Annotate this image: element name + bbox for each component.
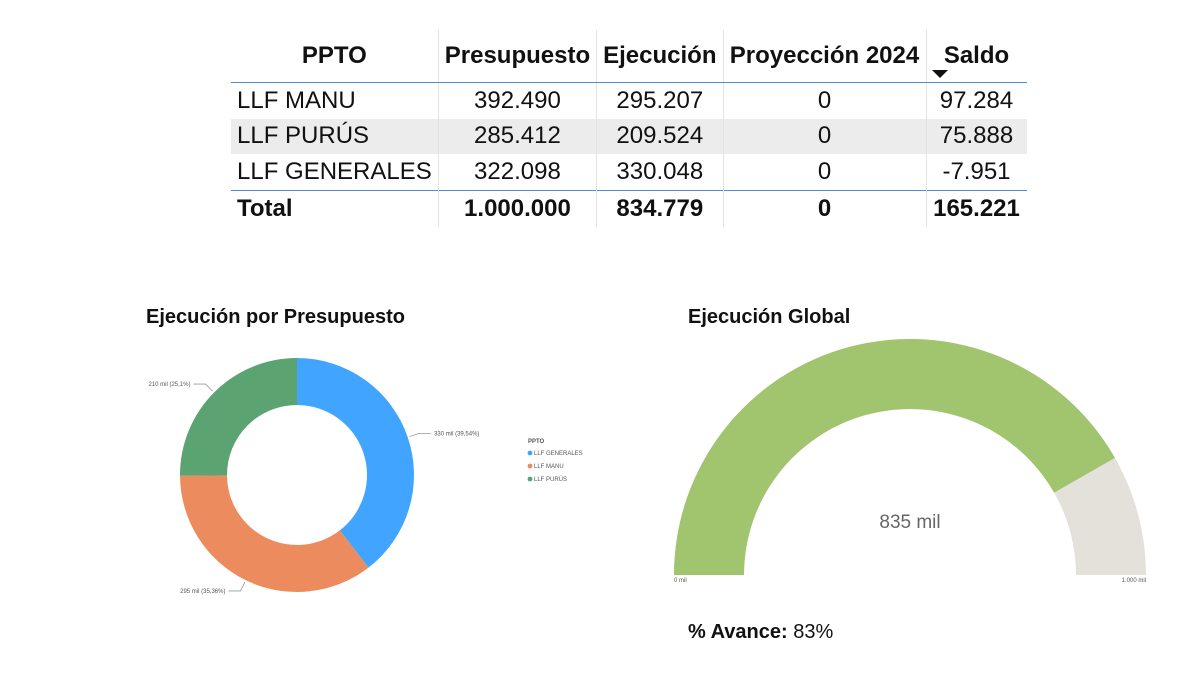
donut-chart-title: Ejecución por Presupuesto bbox=[146, 306, 405, 328]
table-cell: LLF MANU bbox=[237, 86, 356, 114]
table-total-cell: Total bbox=[231, 189, 439, 227]
gauge-fill[interactable] bbox=[674, 338, 1115, 575]
table-row[interactable]: LLF GENERALES 322.098 330.048 0 -7.951 bbox=[231, 154, 1027, 190]
column-header-proyeccion[interactable]: Proyección 2024 bbox=[722, 30, 926, 83]
table-cell: 322.098 bbox=[437, 154, 597, 190]
table-total-cell: 1.000.000 bbox=[437, 189, 597, 227]
table-cell: 209.524 bbox=[596, 118, 723, 154]
table-row[interactable]: LLF PURÚS 285.412 209.524 0 75.888 bbox=[231, 118, 1027, 154]
table-total-row: Total 1.000.000 834.779 0 165.221 bbox=[231, 189, 1027, 227]
legend-marker bbox=[527, 476, 533, 482]
table-cell: LLF GENERALES bbox=[237, 157, 432, 185]
column-header-presupuesto[interactable]: Presupuesto bbox=[437, 30, 597, 83]
legend-marker bbox=[527, 463, 533, 469]
table-cell: 330.048 bbox=[596, 154, 723, 190]
column-header-ejecucion[interactable]: Ejecución bbox=[596, 30, 723, 83]
gauge-chart: 835 mil 0 mil 1.000 mil bbox=[674, 338, 1146, 584]
table-cell: -7.951 bbox=[925, 154, 1027, 190]
donut-chart: 330 mil (39,54%) 295 mil (35,36%) 210 mil … bbox=[148, 358, 583, 595]
budget-table: PPTO Presupuesto Ejecución Proyección 20… bbox=[231, 30, 1027, 227]
column-header-ppto[interactable]: PPTO bbox=[231, 30, 439, 83]
donut-slice-llf-generales[interactable] bbox=[297, 358, 414, 568]
donut-data-label: 210 mil (25,1%) bbox=[148, 382, 190, 388]
table-total-cell: 165.221 bbox=[925, 189, 1027, 227]
table-cell: LLF PURÚS bbox=[231, 118, 439, 154]
gauge-max-label: 1.000 mil bbox=[1122, 578, 1146, 584]
table-total-cell: 0 bbox=[722, 189, 926, 227]
legend-item[interactable]: LLF MANU bbox=[534, 464, 564, 470]
avance-label: % Avance: bbox=[688, 621, 788, 643]
table-cell: 0 bbox=[722, 82, 926, 119]
donut-data-label: 330 mil (39,54%) bbox=[434, 431, 479, 437]
avance-summary: % Avance: 83% bbox=[688, 621, 833, 644]
donut-leader-line bbox=[409, 432, 432, 437]
gauge-chart-title: Ejecución Global bbox=[688, 306, 851, 328]
donut-slice-llf-purús[interactable] bbox=[180, 358, 297, 476]
gauge-min-label: 0 mil bbox=[674, 578, 687, 584]
column-header-saldo[interactable]: Saldo bbox=[925, 30, 1027, 83]
table-cell: 0 bbox=[722, 118, 926, 154]
table-cell: 0 bbox=[722, 154, 926, 190]
table-header-row: PPTO Presupuesto Ejecución Proyección 20… bbox=[231, 30, 1027, 83]
donut-data-label: 295 mil (35,36%) bbox=[180, 589, 225, 595]
legend-marker bbox=[527, 450, 533, 456]
table-total-cell: 834.779 bbox=[596, 189, 723, 227]
gauge-value-label: 835 mil bbox=[879, 512, 940, 533]
donut-slice-llf-manu[interactable] bbox=[180, 475, 369, 592]
table-cell: 285.412 bbox=[437, 118, 597, 154]
legend-item[interactable]: LLF GENERALES bbox=[534, 451, 583, 457]
sort-descending-icon[interactable] bbox=[931, 70, 948, 78]
table-cell: 75.888 bbox=[925, 118, 1027, 154]
avance-value: 83% bbox=[793, 621, 834, 643]
legend-item[interactable]: LLF PURÚS bbox=[534, 476, 567, 483]
table-cell: 97.284 bbox=[925, 82, 1027, 119]
table-row[interactable]: LLF MANU 392.490 295.207 0 97.284 bbox=[231, 82, 1027, 119]
table-cell: 392.490 bbox=[437, 82, 597, 119]
donut-leader-line bbox=[228, 581, 246, 592]
donut-leader-line bbox=[193, 383, 213, 392]
legend-title: PPTO bbox=[528, 439, 545, 445]
column-header-saldo-label: Saldo bbox=[943, 42, 1010, 69]
table-cell: 295.207 bbox=[596, 82, 723, 119]
